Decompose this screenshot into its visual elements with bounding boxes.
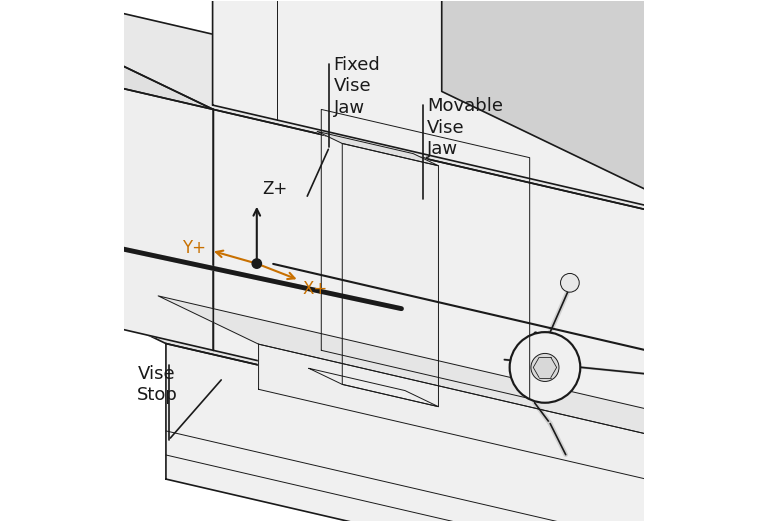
Text: Z+: Z+	[262, 180, 287, 198]
Text: Movable
Vise
Jaw: Movable Vise Jaw	[427, 98, 503, 159]
Polygon shape	[0, 0, 768, 347]
Polygon shape	[442, 0, 768, 113]
Ellipse shape	[531, 332, 541, 392]
Polygon shape	[37, 68, 214, 350]
Polygon shape	[317, 132, 439, 166]
Circle shape	[561, 274, 579, 292]
Text: Vise
Stop: Vise Stop	[137, 365, 178, 405]
Circle shape	[510, 332, 581, 403]
Text: X+: X+	[303, 279, 328, 298]
Polygon shape	[0, 0, 214, 110]
Polygon shape	[309, 369, 439, 407]
Polygon shape	[158, 296, 768, 522]
Text: Fixed
Vise
Jaw: Fixed Vise Jaw	[333, 56, 380, 117]
Circle shape	[531, 353, 559, 382]
Circle shape	[252, 259, 261, 268]
Polygon shape	[259, 344, 768, 522]
Polygon shape	[343, 144, 439, 407]
Polygon shape	[442, 0, 710, 220]
Polygon shape	[214, 110, 768, 522]
Polygon shape	[0, 183, 768, 522]
Polygon shape	[213, 0, 710, 220]
Polygon shape	[710, 0, 768, 339]
Polygon shape	[0, 0, 37, 310]
Polygon shape	[166, 343, 768, 522]
Text: Y+: Y+	[182, 239, 206, 257]
